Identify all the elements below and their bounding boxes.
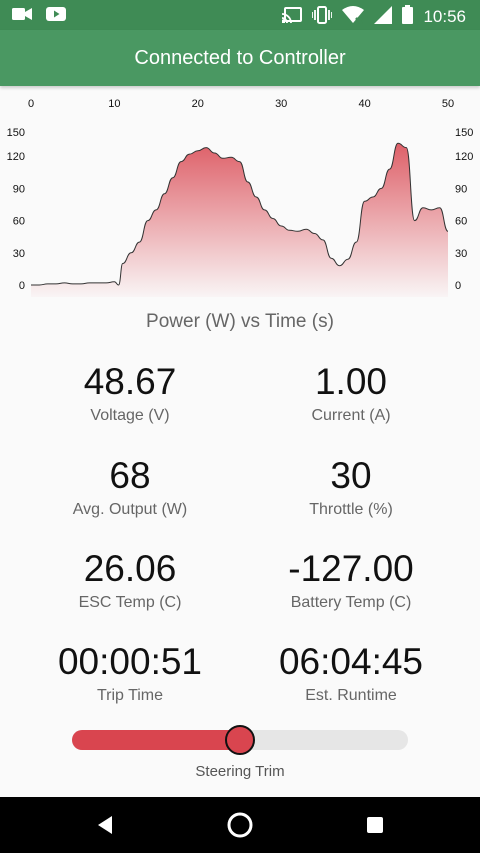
x-tick-label: 30 — [275, 98, 287, 110]
trip-time-value: 00:00:51 — [57, 641, 203, 682]
y-tick-label-right: 150 — [455, 127, 473, 139]
cast-icon — [281, 6, 303, 28]
app-bar: Connected to Controller — [0, 30, 480, 86]
current-value: 1.00 — [314, 361, 387, 402]
y-tick-label-right: 120 — [455, 151, 473, 163]
x-tick-label: 0 — [28, 98, 34, 110]
y-tick-label-left: 120 — [7, 151, 25, 163]
clock: 10:56 — [423, 7, 466, 26]
y-tick-label-left: 0 — [19, 280, 25, 292]
est-runtime-label: Est. Runtime — [305, 687, 397, 704]
wifi-icon — [342, 5, 365, 29]
y-tick-label-left: 30 — [13, 248, 25, 260]
est-runtime-stat: 06:04:45 Est. Runtime — [231, 640, 471, 706]
youtube-icon — [46, 7, 66, 26]
voltage-label: Voltage (V) — [90, 407, 170, 424]
battery-temp-label: Battery Temp (C) — [290, 594, 412, 611]
power-line — [31, 142, 449, 286]
throttle-stat: 30 Throttle (%) — [231, 454, 471, 520]
avg-output-value: 68 — [109, 455, 151, 496]
status-bar: 10:56 — [0, 0, 480, 30]
current-label: Current (A) — [311, 407, 391, 424]
x-tick-label: 20 — [192, 98, 204, 110]
battery-icon — [402, 5, 414, 29]
x-tick-label: 50 — [442, 98, 454, 110]
trip-time-stat: 00:00:51 Trip Time — [10, 640, 250, 706]
voltage-value: 48.67 — [83, 361, 177, 402]
signal-icon — [374, 5, 393, 29]
x-tick-label: 10 — [108, 98, 120, 110]
esc-temp-value: 26.06 — [83, 548, 177, 589]
est-runtime-value: 06:04:45 — [278, 641, 424, 682]
battery-temp-stat: -127.00 Battery Temp (C) — [231, 547, 471, 613]
voltage-stat: 48.67 Voltage (V) — [10, 360, 250, 426]
steering-trim-slider[interactable] — [72, 725, 408, 755]
y-tick-label-right: 90 — [455, 183, 467, 195]
vibrate-icon — [311, 5, 334, 29]
x-tick-label: 40 — [358, 98, 370, 110]
steering-trim-thumb[interactable] — [225, 725, 255, 755]
home-icon[interactable] — [226, 811, 254, 839]
video-camera-icon — [12, 7, 32, 26]
avg-output-stat: 68 Avg. Output (W) — [10, 454, 250, 520]
trip-time-label: Trip Time — [96, 687, 164, 704]
current-stat: 1.00 Current (A) — [231, 360, 471, 426]
back-icon[interactable] — [91, 811, 119, 839]
battery-temp-value: -127.00 — [288, 548, 414, 589]
power-area — [31, 143, 448, 297]
throttle-label: Throttle (%) — [309, 501, 393, 518]
steering-trim-label: Steering Trim — [195, 763, 285, 780]
y-tick-label-right: 30 — [455, 248, 467, 260]
y-tick-label-left: 90 — [13, 183, 25, 195]
chart-title: Power (W) vs Time (s) — [146, 311, 334, 332]
navigation-bar — [0, 797, 480, 853]
avg-output-label: Avg. Output (W) — [72, 501, 188, 518]
y-tick-label-right: 60 — [455, 216, 467, 228]
esc-temp-stat: 26.06 ESC Temp (C) — [10, 547, 250, 613]
throttle-value: 30 — [330, 455, 372, 496]
esc-temp-label: ESC Temp (C) — [78, 594, 182, 611]
steering-trim-fill — [72, 730, 240, 750]
power-chart: 0 10 20 30 40 50 0 0 30 30 60 60 90 90 120 120 150 150 — [7, 98, 473, 297]
app-bar-title: Connected to Controller — [134, 46, 346, 69]
y-tick-label-left: 60 — [13, 216, 25, 228]
recents-icon[interactable] — [361, 811, 389, 839]
y-tick-label-left: 150 — [7, 127, 25, 139]
y-tick-label-right: 0 — [455, 280, 461, 292]
